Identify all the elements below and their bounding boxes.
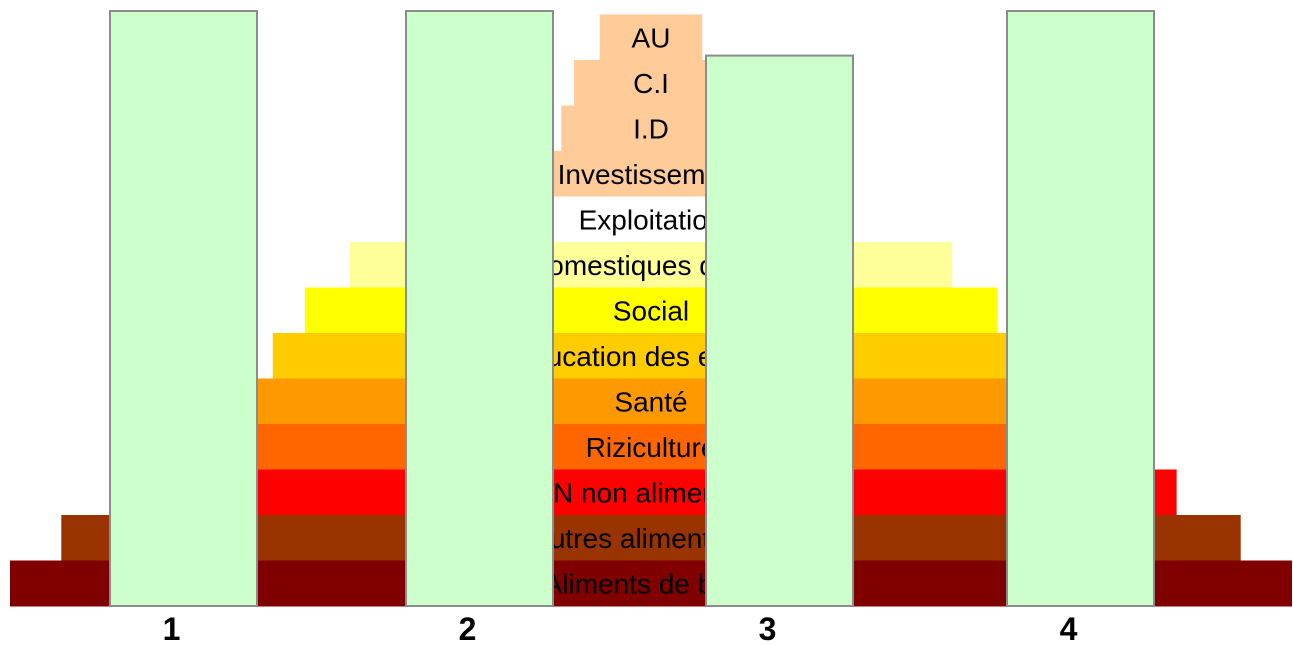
column-number-label: 4 — [1060, 611, 1078, 645]
household-column — [405, 10, 554, 607]
pyramid-band — [599, 14, 703, 61]
column-labels: 1 2 3 4 — [163, 611, 1078, 645]
pyramid-band-label: AU — [632, 22, 671, 53]
pyramid-band — [176, 424, 1126, 470]
column-number-label: 1 — [163, 611, 181, 645]
pyramid-band — [240, 378, 1062, 425]
column-number-label: 3 — [759, 611, 777, 645]
household-columns — [109, 10, 1155, 608]
pyramid-band-label: Exploitation — [579, 204, 724, 235]
pyramid-band — [574, 60, 728, 106]
pyramid-band — [125, 469, 1177, 516]
pyramid-band-label: I.D — [633, 113, 669, 144]
household-column — [705, 54, 854, 608]
pyramid-band-label: C.I — [633, 68, 669, 99]
household-column — [109, 10, 258, 607]
pyramid-band-label: Riziculture — [586, 432, 717, 463]
column-number-label: 2 — [459, 611, 477, 645]
pyramid-band-label: Social — [613, 295, 689, 326]
household-column — [1006, 10, 1155, 607]
pyramid-band — [272, 333, 1030, 379]
pyramid-band-label: Santé — [614, 386, 687, 417]
